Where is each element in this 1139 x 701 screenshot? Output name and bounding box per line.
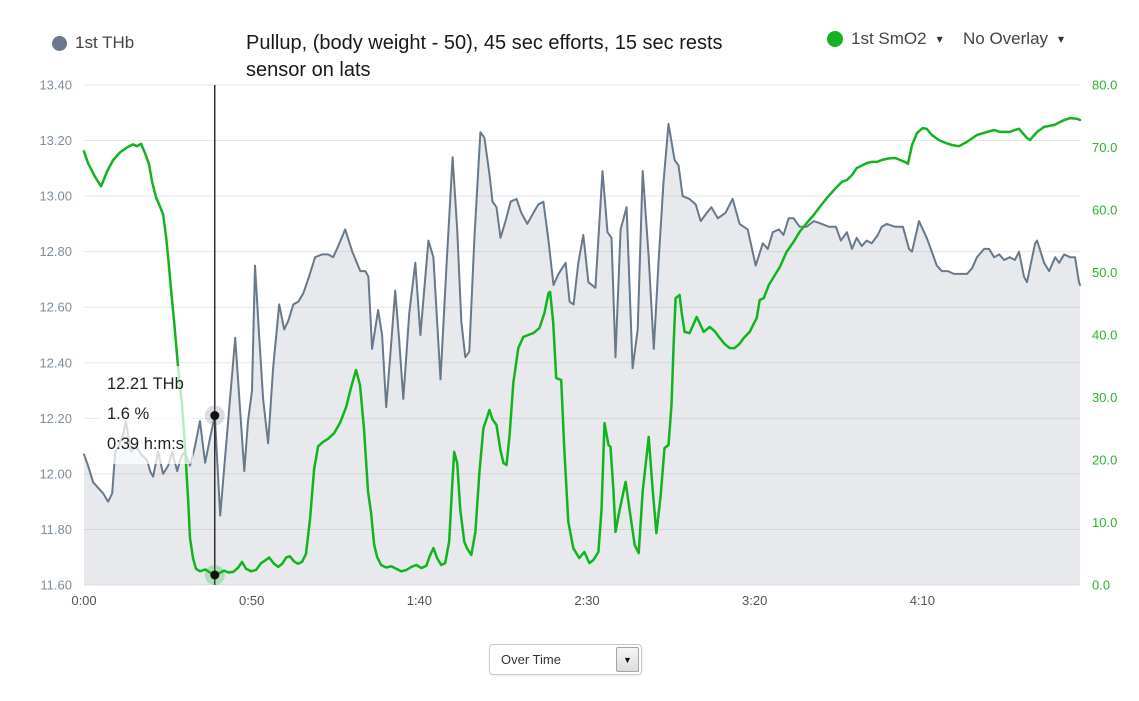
y-left-tick-label: 12.20 bbox=[39, 411, 72, 426]
cursor-dot-smo2 bbox=[210, 570, 220, 580]
y-right-tick-label: 0.0 bbox=[1092, 578, 1110, 593]
y-left-tick-label: 11.80 bbox=[40, 522, 72, 537]
y-right-tick-label: 80.0 bbox=[1092, 78, 1117, 93]
legend-smo2-dropdown[interactable]: 1st SmO2 ▾ bbox=[827, 29, 943, 49]
overlay-label: No Overlay bbox=[963, 29, 1049, 48]
cursor-tooltip: 12.21 THb 1.6 % 0:39 h:m:s bbox=[99, 366, 194, 464]
smo2-line bbox=[82, 116, 1082, 577]
chart-title: Pullup, (body weight - 50), 45 sec effor… bbox=[246, 30, 723, 84]
chart-canvas[interactable]: 13.40 13.20 13.00 12.80 12.60 12.40 12.20 12.00… bbox=[0, 0, 1139, 640]
x-tick-label: 1:40 bbox=[407, 593, 432, 608]
y-left-tick-label: 12.80 bbox=[39, 244, 72, 259]
thb-area-fill bbox=[84, 123, 1080, 586]
y-right-tick-label: 60.0 bbox=[1092, 203, 1117, 218]
smo2-series-dot-icon bbox=[827, 31, 843, 47]
tooltip-time-value: 0:39 h:m:s bbox=[107, 435, 185, 453]
y-left-tick-label: 13.20 bbox=[39, 133, 72, 148]
y-right-tick-label: 20.0 bbox=[1092, 453, 1117, 468]
y-right-tick-label: 30.0 bbox=[1092, 390, 1117, 405]
thb-line bbox=[83, 122, 1081, 517]
y-left-tick-label: 12.00 bbox=[39, 466, 72, 481]
tooltip-smo2-value: 1.6 % bbox=[107, 405, 150, 423]
x-tick-label: 4:10 bbox=[910, 593, 935, 608]
chart-title-line1: Pullup, (body weight - 50), 45 sec effor… bbox=[246, 32, 723, 54]
overlay-dropdown[interactable]: No Overlay ▾ bbox=[963, 29, 1064, 49]
thb-series-dot-icon bbox=[52, 35, 67, 51]
y-right-tick-label: 70.0 bbox=[1092, 140, 1117, 155]
y-left-tick-label: 11.60 bbox=[40, 578, 72, 593]
tooltip-thb-value: 12.21 THb bbox=[107, 375, 184, 393]
cursor-dot-thb bbox=[210, 411, 220, 421]
chevron-down-icon: ▾ bbox=[936, 32, 943, 46]
chevron-down-icon: ▾ bbox=[1058, 32, 1065, 46]
thb-series-label: 1st THb bbox=[75, 33, 135, 52]
x-tick-label: 3:20 bbox=[742, 593, 767, 608]
chart-title-line2: sensor on lats bbox=[246, 59, 371, 81]
y-right-tick-label: 10.0 bbox=[1092, 515, 1117, 530]
legend-thb[interactable]: 1st THb bbox=[52, 33, 134, 53]
y-left-tick-label: 13.00 bbox=[39, 189, 72, 204]
y-right-tick-label: 40.0 bbox=[1092, 328, 1117, 343]
y-left-tick-label: 13.40 bbox=[39, 78, 72, 93]
y-left-tick-label: 12.40 bbox=[39, 355, 72, 370]
smo2-series-label: 1st SmO2 bbox=[851, 29, 927, 48]
select-arrow-icon[interactable]: ▼ bbox=[616, 647, 639, 672]
x-tick-label: 0:00 bbox=[71, 593, 96, 608]
chart-view-select[interactable]: Over Time ▼ bbox=[489, 644, 642, 675]
y-right-tick-label: 50.0 bbox=[1092, 265, 1117, 280]
x-tick-label: 0:50 bbox=[239, 593, 264, 608]
chart-view-select-value: Over Time bbox=[501, 652, 561, 667]
x-tick-label: 2:30 bbox=[574, 593, 599, 608]
y-left-tick-label: 12.60 bbox=[39, 300, 72, 315]
